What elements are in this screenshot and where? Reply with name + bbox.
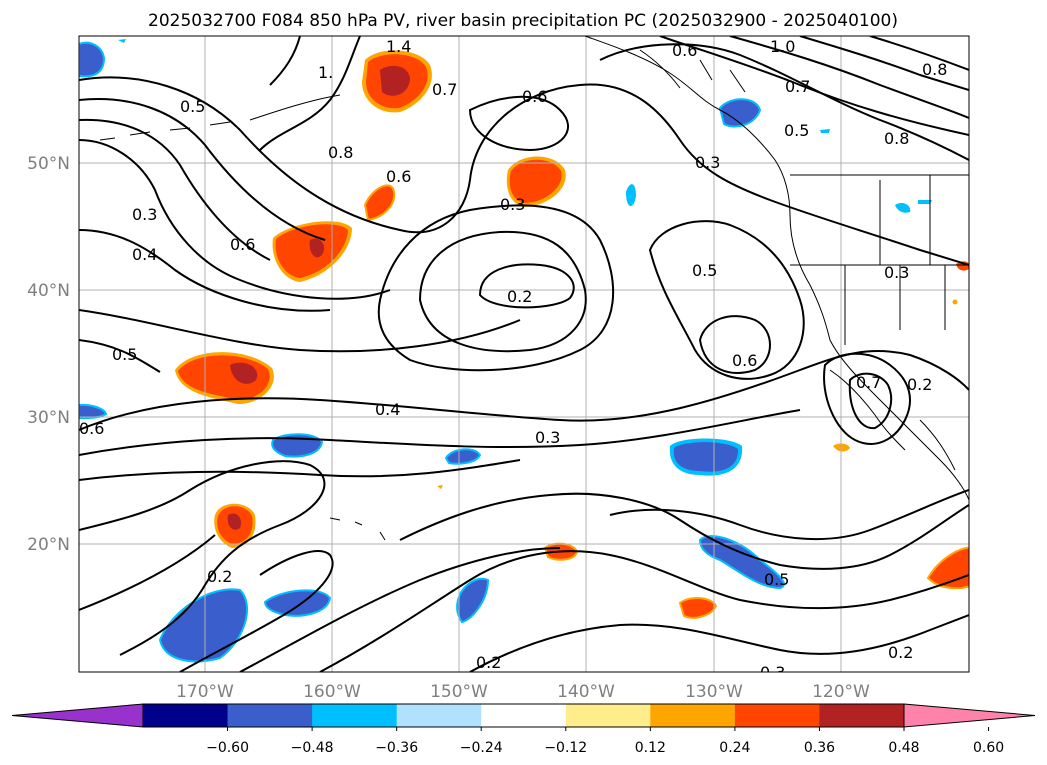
colorbar-tick-label: 0.24	[719, 740, 750, 756]
contour-label: 0.5	[112, 345, 137, 364]
contour-label: 0.3	[695, 153, 720, 172]
colorbar-segment	[481, 704, 567, 727]
pc-blob-nw-corner	[79, 41, 106, 78]
contour-label: 0.2	[888, 643, 913, 662]
contour-label: 0.6	[230, 235, 255, 254]
pc-blob-aleutian-small	[363, 184, 396, 222]
pc-blob-west-mid	[175, 352, 274, 404]
map-panel: 1.4 1. 0.5 0.8 0.3 0.4 0.6 0.6 0.7 0.6 0…	[79, 36, 969, 682]
contour-label: 0.5	[180, 97, 205, 116]
contour-label: 0.4	[132, 245, 157, 264]
colorbar-extend-low	[11, 703, 144, 728]
longitude-labels: 170°W 160°W 150°W 140°W 130°W 120°W	[176, 682, 870, 702]
lat-label: 20°N	[27, 535, 70, 555]
colorbar-segment	[650, 704, 736, 727]
colorbar-segment	[143, 704, 229, 727]
colorbar-tick-label: 0.12	[635, 740, 666, 756]
contour-label: 0.6	[522, 87, 547, 106]
latitude-labels: 50°N 40°N 30°N 20°N	[27, 154, 70, 555]
colorbar-tick-label: −0.48	[291, 740, 334, 756]
contour-label: 0.3	[535, 428, 560, 447]
pc-blob-alaska	[362, 50, 432, 113]
contour-label: 0.2	[207, 567, 232, 586]
colorbar-tick-label: −0.12	[544, 740, 587, 756]
contour-label: 0.2	[476, 653, 501, 672]
colorbar-tick-label: −0.24	[460, 740, 503, 756]
colorbar-tick-label: 0.36	[804, 740, 835, 756]
colorbar-tick-label: 0.60	[973, 740, 1004, 756]
pc-blob-west-south	[214, 503, 256, 548]
contour-label: 0.6	[732, 351, 757, 370]
contour-label: 0.6	[79, 419, 104, 438]
lon-label: 160°W	[303, 682, 361, 702]
colorbar-segment	[819, 704, 905, 727]
contour-label: 0.2	[907, 375, 932, 394]
colorbar-tick-label: −0.36	[375, 740, 418, 756]
contour-label: 0.7	[785, 77, 810, 96]
contour-label: 0.5	[692, 261, 717, 280]
contour-label: 0.2	[507, 287, 532, 306]
contour-label: 1.	[318, 63, 333, 82]
positive-pc-shading	[175, 50, 969, 619]
lon-label: 120°W	[812, 682, 870, 702]
colorbar-tick-label: 0.48	[888, 740, 919, 756]
contour-label: 0.7	[856, 373, 881, 392]
contour-label: 0.7	[432, 80, 457, 99]
contour-label: 0.6	[672, 41, 697, 60]
contour-label: 1.0	[770, 37, 795, 56]
colorbar-extend-high	[903, 703, 1036, 728]
contour-label: 1.4	[386, 37, 411, 56]
colorbar-segment	[396, 704, 482, 727]
lon-label: 140°W	[557, 682, 615, 702]
graticule	[79, 36, 969, 672]
coastlines	[99, 36, 969, 541]
lat-label: 40°N	[27, 281, 70, 301]
figure-title: 2025032700 F084 850 hPa PV, river basin …	[148, 11, 898, 31]
colorbar-segment	[734, 704, 820, 727]
contour-label: 0.5	[784, 121, 809, 140]
contour-label: 0.4	[375, 400, 400, 419]
colorbar-segment	[565, 704, 651, 727]
colorbar-tick-label: −0.60	[206, 740, 249, 756]
colorbar: −0.60 −0.48 −0.36 −0.24 −0.12 0.12 0.24 0.36 0.4…	[11, 703, 1036, 756]
lon-label: 130°W	[685, 682, 743, 702]
contour-label: 0.5	[764, 570, 789, 589]
lat-label: 50°N	[27, 154, 70, 174]
contour-label: 0.8	[884, 129, 909, 148]
lat-label: 30°N	[27, 408, 70, 428]
colorbar-segment	[227, 704, 313, 727]
map-frame	[78, 35, 970, 673]
colorbar-frame	[142, 703, 905, 728]
lon-label: 150°W	[430, 682, 488, 702]
colorbar-segment	[312, 704, 398, 727]
contour-label: 0.3	[760, 663, 785, 682]
contour-labels: 1.4 1. 0.5 0.8 0.3 0.4 0.6 0.6 0.7 0.6 0…	[79, 37, 947, 682]
contour-label: 0.6	[386, 167, 411, 186]
contour-label: 0.3	[132, 205, 157, 224]
lon-label: 170°W	[176, 682, 234, 702]
pv-contours	[79, 36, 969, 672]
pc-blob-gulf-alaska	[506, 156, 566, 207]
contour-label: 0.8	[922, 60, 947, 79]
contour-label: 0.3	[884, 263, 909, 282]
contour-label: 0.3	[500, 195, 525, 214]
pc-blob-sw-blue	[158, 588, 249, 663]
pc-blob-south-east	[678, 597, 718, 619]
negative-pc-shading	[79, 39, 932, 663]
contour-label: 0.8	[328, 143, 353, 162]
